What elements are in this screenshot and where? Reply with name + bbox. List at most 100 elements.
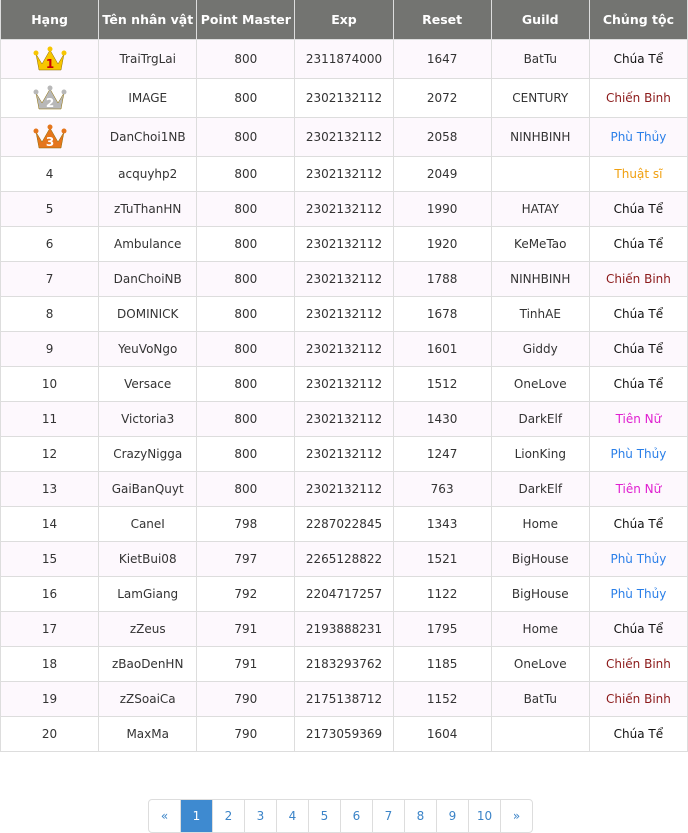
guild-cell[interactable]: BigHouse xyxy=(490,541,590,577)
guild-cell[interactable]: BigHouse xyxy=(490,576,590,612)
exp-cell: 2302132112 xyxy=(294,366,394,402)
table-row: 14 CaneI 798 2287022845 1343 Home Chúa Tể xyxy=(0,506,688,542)
table-row: 18 zBaoDenHN 791 2183293762 1185 OneLove Chiến… xyxy=(0,646,688,682)
table-row: 13 GaiBanQuyt 800 2302132112 763 DarkElf Tiên … xyxy=(0,471,688,507)
page-3-button[interactable]: 3 xyxy=(244,800,276,832)
reset-cell: 2058 xyxy=(392,117,492,157)
header-exp: Exp xyxy=(294,0,394,40)
rank-cell: 6 xyxy=(0,226,100,262)
guild-cell[interactable]: DarkElf xyxy=(490,471,590,507)
page-7-button[interactable]: 7 xyxy=(372,800,404,832)
point-master-cell: 800 xyxy=(196,39,296,79)
guild-cell[interactable]: OneLove xyxy=(490,366,590,402)
page-8-button[interactable]: 8 xyxy=(404,800,436,832)
exp-cell: 2173059369 xyxy=(294,716,394,752)
rank-cell: 11 xyxy=(0,401,100,437)
header-guild: Guild xyxy=(490,0,590,40)
exp-cell: 2193888231 xyxy=(294,611,394,647)
guild-cell[interactable]: NINHBINH xyxy=(490,117,590,157)
character-name-cell[interactable]: zZSoaiCa xyxy=(98,681,198,717)
character-name-cell[interactable]: CrazyNigga xyxy=(98,436,198,472)
character-name-cell[interactable]: zTuThanHN xyxy=(98,191,198,227)
page-6-button[interactable]: 6 xyxy=(340,800,372,832)
point-master-cell: 791 xyxy=(196,646,296,682)
guild-cell[interactable]: LionKing xyxy=(490,436,590,472)
page-2-button[interactable]: 2 xyxy=(212,800,244,832)
guild-cell[interactable]: TinhAE xyxy=(490,296,590,332)
table-row: 20 MaxMa 790 2173059369 1604 Chúa Tể xyxy=(0,716,688,752)
character-name-cell[interactable]: Ambulance xyxy=(98,226,198,262)
character-name-cell[interactable]: KietBui08 xyxy=(98,541,198,577)
race-cell: Chúa Tể xyxy=(588,226,688,262)
guild-cell[interactable]: CENTURY xyxy=(490,78,590,118)
character-name-cell[interactable]: MaxMa xyxy=(98,716,198,752)
table-row: 11 Victoria3 800 2302132112 1430 DarkElf Tiên … xyxy=(0,401,688,437)
reset-cell: 2072 xyxy=(392,78,492,118)
guild-cell[interactable]: Giddy xyxy=(490,331,590,367)
rank-cell: 9 xyxy=(0,331,100,367)
page-5-button[interactable]: 5 xyxy=(308,800,340,832)
character-name-cell[interactable]: DanChoiNB xyxy=(98,261,198,297)
pagination: « 1 2 3 4 5 6 7 8 9 10» xyxy=(148,799,533,833)
table-row: 16 LamGiang 792 2204717257 1122 BigHouse Phù T… xyxy=(0,576,688,612)
header-name: Tên nhân vật xyxy=(98,0,198,40)
table-row: 12 CrazyNigga 800 2302132112 1247 LionKing Phù… xyxy=(0,436,688,472)
table-row: 15 KietBui08 797 2265128822 1521 BigHouse Phù … xyxy=(0,541,688,577)
header-rank: Hạng xyxy=(0,0,100,40)
reset-cell: 1795 xyxy=(392,611,492,647)
character-name-cell[interactable]: CaneI xyxy=(98,506,198,542)
guild-cell[interactable]: NINHBINH xyxy=(490,261,590,297)
svg-text:1: 1 xyxy=(45,57,53,71)
point-master-cell: 800 xyxy=(196,226,296,262)
point-master-cell: 797 xyxy=(196,541,296,577)
rank-cell: 2 xyxy=(0,78,100,118)
guild-cell[interactable]: DarkElf xyxy=(490,401,590,437)
guild-cell[interactable]: OneLove xyxy=(490,646,590,682)
character-name-cell[interactable]: DOMINICK xyxy=(98,296,198,332)
page-4-button[interactable]: 4 xyxy=(276,800,308,832)
exp-cell: 2302132112 xyxy=(294,226,394,262)
character-name-cell[interactable]: Victoria3 xyxy=(98,401,198,437)
page-1-button[interactable]: 1 xyxy=(180,800,212,832)
character-name-cell[interactable]: YeuVoNgo xyxy=(98,331,198,367)
race-cell: Phù Thủy xyxy=(588,117,688,157)
character-name-cell[interactable]: zZeus xyxy=(98,611,198,647)
guild-cell[interactable]: BatTu xyxy=(490,39,590,79)
character-name-cell[interactable]: acquyhp2 xyxy=(98,156,198,192)
character-name-cell[interactable]: IMAGE xyxy=(98,78,198,118)
exp-cell: 2302132112 xyxy=(294,401,394,437)
guild-cell[interactable] xyxy=(490,156,590,192)
character-name-cell[interactable]: TraiTrgLai xyxy=(98,39,198,79)
character-name-cell[interactable]: zBaoDenHN xyxy=(98,646,198,682)
reset-cell: 1122 xyxy=(392,576,492,612)
character-name-cell[interactable]: GaiBanQuyt xyxy=(98,471,198,507)
guild-cell[interactable]: BatTu xyxy=(490,681,590,717)
character-name-cell[interactable]: LamGiang xyxy=(98,576,198,612)
point-master-cell: 800 xyxy=(196,296,296,332)
guild-cell[interactable] xyxy=(490,716,590,752)
point-master-cell: 800 xyxy=(196,117,296,157)
header-race: Chủng tộc xyxy=(588,0,688,40)
character-name-cell[interactable]: Versace xyxy=(98,366,198,402)
point-master-cell: 800 xyxy=(196,261,296,297)
race-cell: Chúa Tể xyxy=(588,331,688,367)
first-page-button[interactable]: « xyxy=(160,809,169,823)
guild-cell[interactable]: Home xyxy=(490,611,590,647)
guild-cell[interactable]: KeMeTao xyxy=(490,226,590,262)
table-row: 9 YeuVoNgo 800 2302132112 1601 Giddy Chúa Tể xyxy=(0,331,688,367)
next-page-button[interactable]: » xyxy=(500,800,532,832)
reset-cell: 1920 xyxy=(392,226,492,262)
guild-cell[interactable]: HATAY xyxy=(490,191,590,227)
reset-cell: 1601 xyxy=(392,331,492,367)
reset-cell: 1604 xyxy=(392,716,492,752)
exp-cell: 2175138712 xyxy=(294,681,394,717)
reset-cell: 1678 xyxy=(392,296,492,332)
page-10-button[interactable]: 10 xyxy=(468,800,500,832)
rank-cell: 17 xyxy=(0,611,100,647)
page-9-button[interactable]: 9 xyxy=(436,800,468,832)
exp-cell: 2204717257 xyxy=(294,576,394,612)
table-row: 1 TraiTrgLai 800 2311874000 1647 BatTu Chúa Tể xyxy=(0,39,688,79)
guild-cell[interactable]: Home xyxy=(490,506,590,542)
exp-cell: 2183293762 xyxy=(294,646,394,682)
character-name-cell[interactable]: DanChoi1NB xyxy=(98,117,198,157)
